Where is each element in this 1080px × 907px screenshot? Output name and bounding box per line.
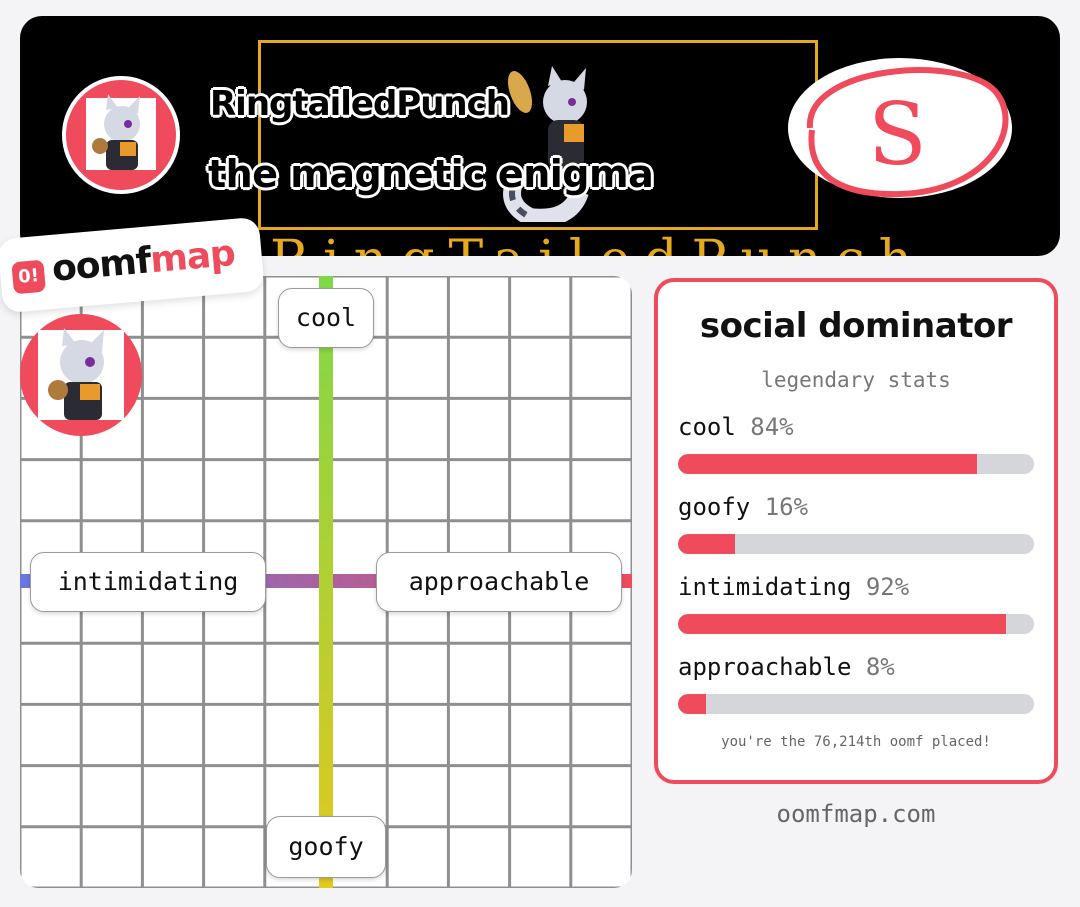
stat-bar-fill	[678, 534, 735, 554]
character-art	[503, 66, 589, 222]
site-url-link[interactable]: oomfmap.com	[776, 800, 936, 828]
stats-title: social dominator	[699, 306, 1013, 346]
stats-card: social dominator legendary stats cool 84…	[654, 278, 1058, 784]
vertical-axis	[319, 276, 333, 888]
stat-label: cool 84%	[678, 413, 794, 441]
banner-background-text: RingTailedPunch	[270, 230, 926, 256]
stat-approachable: approachable 8%	[678, 652, 1034, 714]
stat-bar-fill	[678, 454, 978, 474]
map-pin-icon: 0!	[11, 259, 46, 295]
placement-count: you're the 76,214th oomf placed!	[721, 734, 991, 750]
stat-bar	[678, 534, 1034, 554]
oomf-map[interactable]: cool goofy intimidating approachable	[20, 276, 632, 888]
profile-banner: RingTailedPunch RingtailedPunch the magn…	[20, 16, 1060, 256]
username: RingtailedPunch	[210, 84, 510, 124]
stat-bar	[678, 614, 1034, 634]
axis-label-approachable: approachable	[376, 552, 622, 612]
logo-text: oomfmap	[50, 233, 236, 290]
stat-label: goofy 16%	[678, 493, 809, 521]
avatar-icon	[38, 328, 124, 420]
profile-avatar[interactable]	[62, 76, 180, 194]
avatar-icon	[86, 94, 156, 170]
badge-letter: S	[868, 85, 927, 185]
logo-text-oomf: oomf	[50, 240, 153, 290]
stat-bar-fill	[678, 694, 707, 714]
stat-cool: cool 84%	[678, 412, 1034, 474]
stat-label: intimidating 92%	[678, 573, 910, 601]
rank-badge-icon: S	[788, 58, 1012, 198]
user-title: the magnetic enigma	[208, 152, 654, 196]
stat-bar	[678, 694, 1034, 714]
logo-text-map: map	[148, 233, 237, 282]
stat-intimidating: intimidating 92%	[678, 572, 1034, 634]
stat-bar-fill	[678, 614, 1006, 634]
axis-label-goofy: goofy	[266, 816, 386, 878]
stat-goofy: goofy 16%	[678, 492, 1034, 554]
axis-label-intimidating: intimidating	[30, 552, 266, 612]
axis-label-cool: cool	[278, 288, 374, 348]
map-player-avatar[interactable]	[20, 314, 142, 436]
stat-label: approachable 8%	[678, 653, 895, 681]
stat-bar	[678, 454, 1034, 474]
stats-subtitle: legendary stats	[761, 368, 951, 392]
